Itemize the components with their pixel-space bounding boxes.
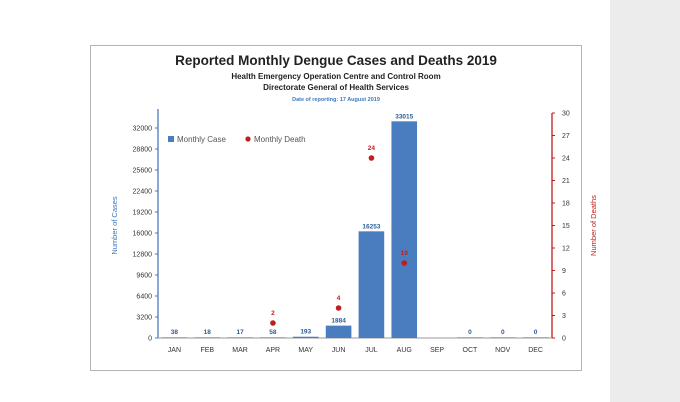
bar-case <box>391 121 418 338</box>
bar-label: 1884 <box>331 318 346 325</box>
y-tick-label-left: 28800 <box>133 147 153 154</box>
y-tick-label-right: 12 <box>562 246 570 253</box>
bar-label: 38 <box>171 329 179 336</box>
x-tick-label: JUL <box>365 347 378 354</box>
legend-label-cases: Monthly Case <box>177 135 226 144</box>
chart-subtitle-1: Health Emergency Operation Centre and Co… <box>231 72 441 81</box>
death-label: 4 <box>337 295 341 302</box>
y-tick-label-right: 3 <box>562 313 566 320</box>
y-tick-label-right: 21 <box>562 178 570 185</box>
bar-case <box>194 337 221 338</box>
y-tick-label-left: 9600 <box>136 273 152 280</box>
legend-marker-deaths <box>245 136 251 142</box>
bar-label: 33015 <box>395 113 413 120</box>
reporting-date: Date of reporting: 17 August 2019 <box>292 97 380 103</box>
y-tick-label-right: 18 <box>562 201 570 208</box>
y-tick-label-right: 6 <box>562 291 566 298</box>
bar-label: 58 <box>269 329 277 336</box>
x-tick-label: DEC <box>528 347 543 354</box>
y-axis-title-left: Number of Cases <box>110 196 119 255</box>
y-tick-label-right: 24 <box>562 156 570 163</box>
y-tick-label-left: 6400 <box>136 294 152 301</box>
y-tick-label-left: 16000 <box>133 231 153 238</box>
legend-label-deaths: Monthly Death <box>254 135 306 144</box>
y-tick-label-left: 22400 <box>133 189 153 196</box>
chart-subtitle-2: Directorate General of Health Services <box>263 83 409 92</box>
bar-case <box>227 337 253 338</box>
x-tick-label: MAR <box>232 347 248 354</box>
bar-label: 17 <box>236 329 244 336</box>
y-tick-label-right: 27 <box>562 133 570 140</box>
y-tick-label-left: 0 <box>148 336 152 343</box>
chart-frame <box>90 45 582 371</box>
y-tick-label-right: 30 <box>562 111 570 118</box>
death-marker <box>368 155 375 161</box>
bar-case <box>358 231 385 338</box>
right-margin <box>610 0 680 402</box>
bar-label: 16253 <box>362 223 380 230</box>
y-tick-label-left: 25600 <box>133 168 153 175</box>
bar-case <box>260 337 286 338</box>
bar-case <box>457 337 483 338</box>
death-label: 24 <box>368 145 376 152</box>
death-marker <box>401 260 408 266</box>
bar-case <box>325 325 352 338</box>
bar-label: 193 <box>300 329 311 336</box>
x-tick-label: SEP <box>430 347 444 354</box>
bar-case <box>292 336 319 338</box>
x-tick-label: OCT <box>463 347 479 354</box>
death-label: 10 <box>401 250 409 257</box>
bar-label: 0 <box>501 329 505 336</box>
left-margin <box>0 0 70 402</box>
y-tick-label-left: 3200 <box>136 315 152 322</box>
y-tick-label-right: 15 <box>562 223 570 230</box>
x-tick-label: NOV <box>495 347 511 354</box>
x-tick-label: APR <box>266 347 280 354</box>
bar-label: 0 <box>468 329 472 336</box>
y-tick-label-left: 19200 <box>133 210 153 217</box>
y-tick-label-left: 32000 <box>133 126 153 133</box>
bar-label: 0 <box>534 329 538 336</box>
y-axis-title-right: Number of Deaths <box>589 195 598 256</box>
x-tick-label: MAY <box>298 347 313 354</box>
bar-label: 18 <box>204 329 212 336</box>
death-marker <box>335 305 342 311</box>
x-tick-label: FEB <box>200 347 214 354</box>
x-tick-label: AUG <box>397 347 412 354</box>
bar-case <box>489 337 516 338</box>
y-tick-label-right: 0 <box>562 336 566 343</box>
chart-title: Reported Monthly Dengue Cases and Deaths… <box>175 53 497 68</box>
bar-case <box>161 337 188 338</box>
y-tick-label-left: 12800 <box>133 252 153 259</box>
legend-swatch-cases <box>168 136 174 142</box>
x-tick-label: JUN <box>332 347 346 354</box>
x-tick-label: JAN <box>168 347 181 354</box>
death-label: 2 <box>271 310 275 317</box>
bar-case <box>522 337 549 338</box>
y-tick-label-right: 9 <box>562 268 566 275</box>
death-marker <box>270 320 276 326</box>
